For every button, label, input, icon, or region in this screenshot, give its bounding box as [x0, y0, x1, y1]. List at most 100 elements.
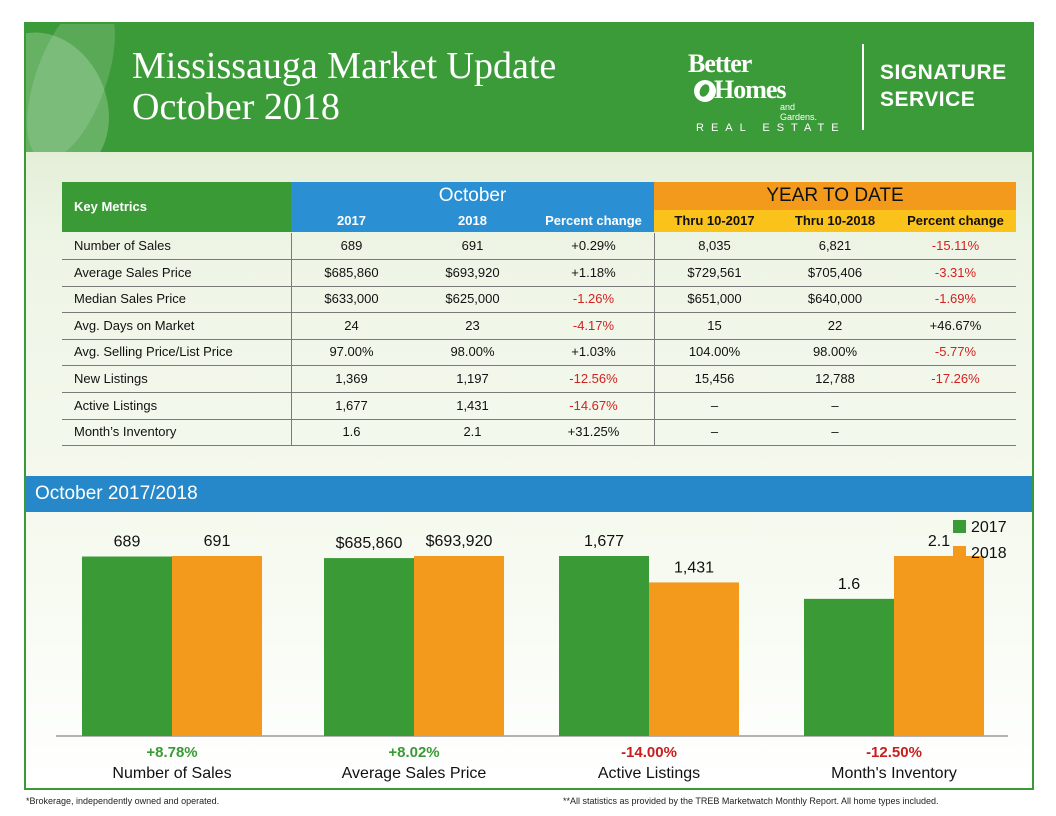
- table-cell: 98.00%: [450, 344, 495, 360]
- table-row: Month’s Inventory 1.6 2.1 +31.25% – –: [62, 419, 1016, 447]
- row-label: Median Sales Price: [74, 291, 186, 307]
- data-label: $685,860: [336, 535, 403, 552]
- bar-2018: [414, 556, 504, 736]
- column-divider: [654, 366, 655, 392]
- row-label: Average Sales Price: [74, 264, 192, 280]
- table-cell: 1,677: [335, 397, 368, 413]
- ytd-group-header: YEAR TO DATE: [654, 182, 1016, 210]
- bar-chart: 689 691 +8.78% Number of Sales $685,860 $693,…: [56, 519, 1008, 782]
- page-title-line1: Mississauga Market Update: [132, 45, 557, 87]
- table-row: Number of Sales 689 691 +0.29% 8,035 6,821 -15…: [62, 233, 1016, 260]
- bar-2018: [649, 582, 739, 736]
- table-cell: -5.77%: [934, 344, 977, 360]
- header-divider: [862, 44, 864, 130]
- table-cell: $685,860: [324, 264, 379, 280]
- table-cell: $693,920: [445, 264, 500, 280]
- change-label: +8.78%: [146, 744, 197, 761]
- column-divider: [654, 392, 655, 419]
- data-label: 1,431: [674, 559, 714, 576]
- table-cell: $625,000: [445, 291, 500, 307]
- table-cell: –: [710, 397, 719, 413]
- table-cell: 691: [461, 238, 484, 253]
- column-divider: [291, 366, 292, 392]
- table-cell: +1.18%: [571, 264, 616, 280]
- column-divider: [291, 233, 292, 259]
- table-cell: -4.17%: [572, 317, 615, 333]
- column-divider: [291, 286, 292, 313]
- signature-line1: SIGNATURE: [880, 61, 1007, 84]
- table-row: Avg. Days on Market 24 23 -4.17% 15 22 +46.67%: [62, 312, 1016, 340]
- table-cell: +31.25%: [567, 424, 620, 440]
- category-label: Number of Sales: [112, 765, 231, 782]
- bar-2017: [324, 558, 414, 736]
- row-label: Avg. Days on Market: [74, 317, 195, 333]
- col-header-2018: 2018: [412, 210, 533, 232]
- table-cell: -15.11%: [931, 238, 980, 253]
- column-divider: [291, 419, 292, 446]
- table-cell: 1,369: [335, 371, 368, 386]
- table-cell: 15,456: [694, 371, 735, 386]
- leaf-icon: [694, 80, 716, 102]
- header-banner: Mississauga Market Update October 2018 B…: [26, 24, 1032, 152]
- table-cell: 97.00%: [329, 344, 374, 360]
- data-label: 1,677: [584, 533, 624, 550]
- data-label: 689: [114, 534, 141, 551]
- column-divider: [654, 286, 655, 313]
- row-label: Month’s Inventory: [74, 424, 177, 440]
- table-cell: $640,000: [807, 291, 863, 307]
- table-cell: $633,000: [324, 291, 379, 307]
- table-cell: $651,000: [687, 291, 742, 307]
- bar-2018: [894, 556, 984, 736]
- october-group-header: October: [291, 182, 654, 210]
- signature-line2: SERVICE: [880, 88, 976, 111]
- key-metrics-header: Key Metrics: [62, 182, 291, 232]
- data-label: 1.6: [838, 576, 860, 593]
- brand-homes: Homes: [714, 75, 787, 104]
- col-header-thru-2017: Thru 10-2017: [654, 210, 775, 232]
- category-label: Active Listings: [598, 765, 700, 782]
- column-divider: [654, 312, 655, 339]
- change-label: -12.50%: [866, 744, 922, 761]
- category-label: Month's Inventory: [831, 765, 957, 782]
- table-cell: +46.67%: [929, 317, 982, 333]
- legend-label: 2017: [971, 519, 1007, 536]
- bar-2018: [172, 556, 262, 736]
- table-cell: -17.26%: [931, 371, 980, 386]
- table-cell: $705,406: [807, 264, 863, 280]
- table-cell: -3.31%: [934, 264, 977, 280]
- footer-right-note: **All statistics as provided by the TREB…: [563, 796, 939, 806]
- table-cell: 8,035: [698, 238, 731, 253]
- table-cell: +0.29%: [571, 238, 616, 253]
- table-cell: 22: [827, 317, 843, 333]
- table-cell: 689: [340, 238, 363, 253]
- table-cell: 2.1: [463, 424, 482, 440]
- table-row: Average Sales Price $685,860 $693,920 +1.18…: [62, 259, 1016, 287]
- row-label: Avg. Selling Price/List Price: [74, 344, 233, 360]
- legend-swatch: [953, 520, 966, 533]
- data-label: 691: [204, 533, 231, 550]
- row-label: Active Listings: [74, 397, 158, 413]
- table-cell: -1.69%: [934, 291, 977, 307]
- legend-label: 2018: [971, 545, 1007, 562]
- page-title-line2: October 2018: [132, 86, 340, 128]
- brand-gardens: and Gardens.: [780, 102, 818, 122]
- table-cell: –: [710, 424, 719, 440]
- table-cell: 104.00%: [688, 344, 741, 360]
- column-divider: [654, 233, 655, 259]
- table-row: Avg. Selling Price/List Price 97.00% 98.00…: [62, 339, 1016, 367]
- row-label: New Listings: [74, 371, 148, 386]
- table-cell: -14.67%: [569, 397, 618, 413]
- col-header-2017: 2017: [291, 210, 412, 232]
- change-label: -14.00%: [621, 744, 677, 761]
- category-label: Average Sales Price: [342, 765, 487, 782]
- table-cell: 1.6: [342, 424, 361, 440]
- table-cell: 23: [465, 317, 480, 333]
- table-cell: 6,821: [818, 238, 852, 253]
- column-divider: [654, 339, 655, 366]
- table-cell: -1.26%: [572, 291, 615, 307]
- legend-swatch: [953, 546, 966, 559]
- table-row: Median Sales Price $633,000 $625,000 -1.26%…: [62, 286, 1016, 314]
- table-cell: +1.03%: [571, 344, 616, 360]
- table-row: Active Listings 1,677 1,431 -14.67% – –: [62, 392, 1016, 420]
- row-label: Number of Sales: [74, 238, 171, 253]
